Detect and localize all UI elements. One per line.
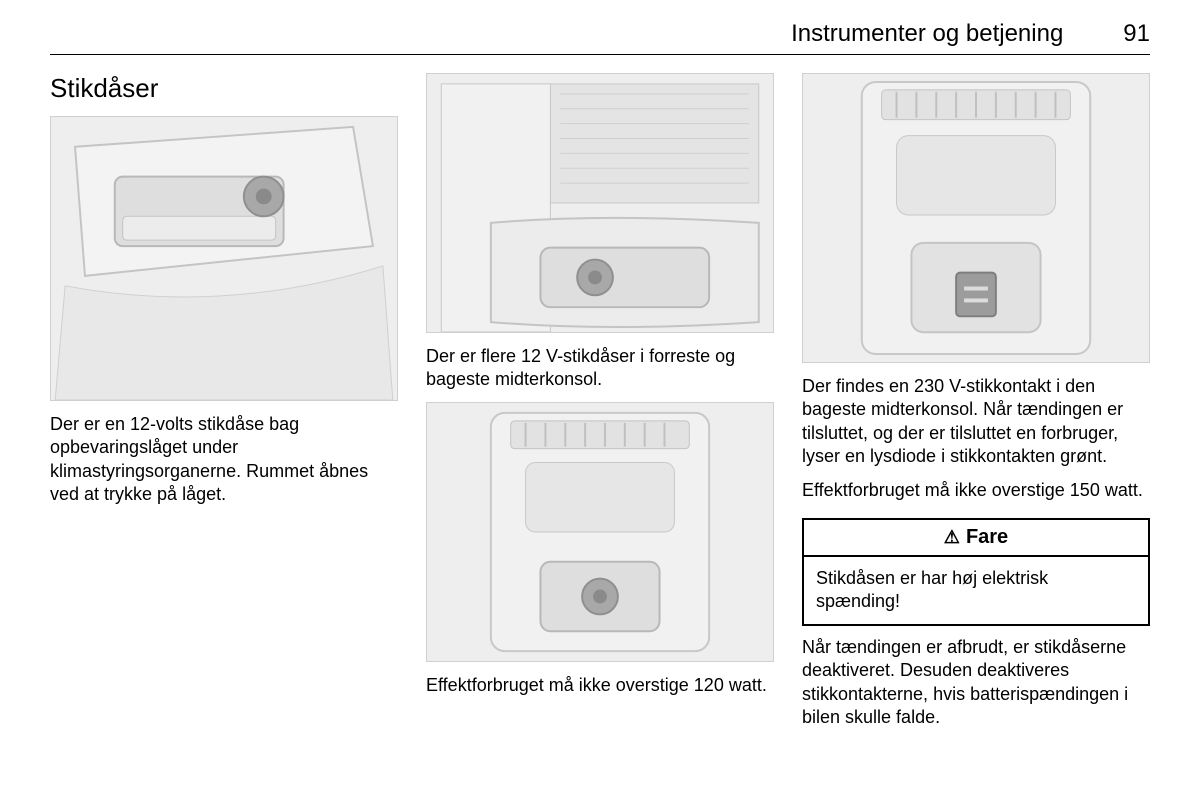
warning-heading: ⚠ Fare xyxy=(804,520,1148,557)
figure-front-rear-outlets xyxy=(426,73,774,333)
illustration-rear-12v xyxy=(427,403,773,661)
warning-title: Fare xyxy=(966,526,1008,549)
illustration-230v-socket xyxy=(803,74,1149,362)
paragraph: Når tændingen er afbrudt, er stikdåserne… xyxy=(802,636,1150,730)
warning-box: ⚠ Fare Stikdåsen er har høj elektrisk sp… xyxy=(802,518,1150,626)
figure-12v-storage xyxy=(50,116,398,401)
column-3: Der findes en 230 V-stikkontakt i den ba… xyxy=(802,73,1150,739)
content-columns: Stikdåser Der er en 12-volts stikdåse ba… xyxy=(50,73,1150,739)
paragraph: Der er flere 12 V-stikdåser i forreste o… xyxy=(426,345,774,392)
paragraph: Der er en 12-volts stikdåse bag opbevari… xyxy=(50,413,398,507)
page-header: Instrumenter og betjening 91 xyxy=(50,20,1150,55)
warning-body: Stikdåsen er har høj elektrisk spænding! xyxy=(804,557,1148,624)
paragraph: Effektforbruget må ikke overstige 120 wa… xyxy=(426,674,774,697)
column-2: Der er flere 12 V-stikdåser i forreste o… xyxy=(426,73,774,739)
header-title: Instrumenter og betjening xyxy=(791,20,1063,48)
column-1: Stikdåser Der er en 12-volts stikdåse ba… xyxy=(50,73,398,739)
paragraph: Effektforbruget må ikke overstige 150 wa… xyxy=(802,479,1150,502)
figure-230v-socket xyxy=(802,73,1150,363)
figure-rear-12v xyxy=(426,402,774,662)
page-number: 91 xyxy=(1123,20,1150,48)
illustration-12v-storage xyxy=(51,117,397,400)
section-heading: Stikdåser xyxy=(50,73,398,104)
paragraph: Der findes en 230 V-stikkontakt i den ba… xyxy=(802,375,1150,469)
warning-icon: ⚠ xyxy=(944,528,960,546)
illustration-front-rear-outlets xyxy=(427,74,773,332)
